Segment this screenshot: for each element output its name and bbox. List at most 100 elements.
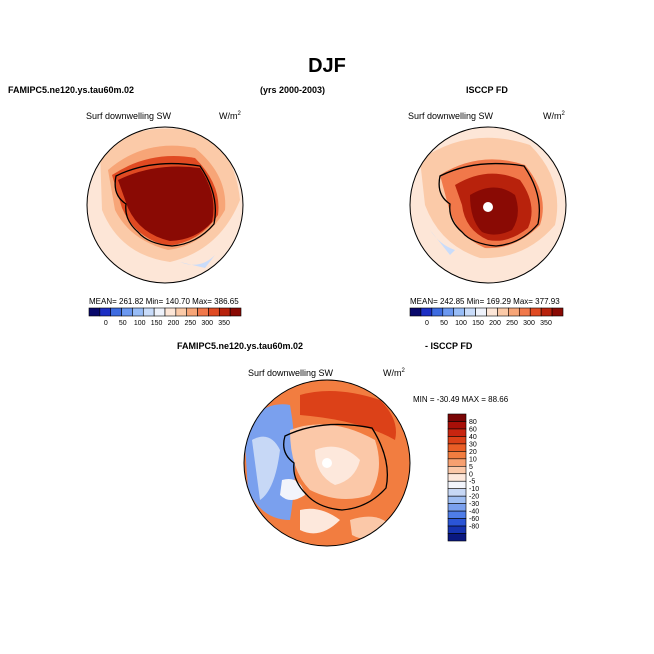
- diff-colorbar-swatch: [447, 525, 467, 534]
- diff-antarctica-coastline: [283, 423, 389, 511]
- model-antarctica-coastline: [114, 162, 217, 247]
- model-stats-label: MEAN= 261.82 Min= 140.70 Max= 386.65: [89, 297, 239, 306]
- obs-variable-label: Surf downwelling SW: [408, 111, 494, 121]
- obs-stats-label: MEAN= 242.85 Min= 169.29 Max= 377.93: [410, 297, 560, 306]
- obs-title: ISCCP FD: [466, 85, 508, 95]
- obs-colorbar-swatch: [475, 307, 487, 317]
- diff-colorbar-swatch: [447, 473, 467, 482]
- diff-colorbar-tick-label: 0: [469, 471, 473, 478]
- model-colorbar-swatch: [208, 307, 220, 317]
- obs-colorbar-swatch: [453, 307, 465, 317]
- model-case-title: FAMIPC5.ne120.ys.tau60m.02: [8, 85, 135, 95]
- model-colorbar-swatch: [99, 307, 112, 317]
- obs-polar-map: [410, 127, 566, 283]
- obs-colorbar-swatch: [529, 307, 542, 317]
- diff-colorbar-swatch: [447, 421, 467, 430]
- model-colorbar-swatch: [218, 307, 231, 317]
- model-variable-label: Surf downwelling SW: [86, 111, 172, 121]
- diff-missing-pole: [322, 458, 332, 468]
- diff-obs-title: - ISCCP FD: [425, 341, 473, 351]
- diff-colorbar-swatch: [447, 518, 467, 527]
- model-colorbar-tick-label: 200: [168, 320, 180, 327]
- diff-colorbar-swatch: [447, 488, 467, 497]
- diff-variable-label: Surf downwelling SW: [248, 368, 334, 378]
- obs-colorbar-swatch: [409, 307, 422, 317]
- model-colorbar-tick-label: 100: [134, 320, 146, 327]
- model-colorbar-swatch: [88, 307, 101, 317]
- obs-colorbar-swatch: [442, 307, 455, 317]
- obs-colorbar-tick-label: 50: [440, 320, 448, 327]
- model-colorbar: 0 50 100 150 200 250 300 350: [88, 307, 242, 327]
- diff-colorbar-tick-label: 5: [469, 464, 473, 471]
- obs-map-border: [409, 126, 567, 284]
- model-colorbar-swatch: [121, 307, 133, 317]
- diff-colorbar-swatch: [447, 510, 467, 519]
- obs-colorbar-tick-label: 200: [489, 320, 501, 327]
- diff-colorbar-tick-label: 40: [469, 434, 477, 441]
- obs-colorbar-swatch: [464, 307, 476, 317]
- diff-colorbar-tick-label: 30: [469, 441, 477, 448]
- obs-antarctica-coastline: [438, 162, 541, 247]
- model-colorbar-tick-label: 300: [201, 320, 213, 327]
- obs-colorbar-tick-label: 150: [472, 320, 484, 327]
- model-colorbar-swatch: [153, 307, 166, 317]
- obs-colorbar-swatch: [486, 307, 498, 317]
- model-map-border: [86, 126, 244, 284]
- diff-minmax-label: MIN = -30.49 MAX = 88.66: [413, 395, 509, 404]
- diff-colorbar-tick-label: 20: [469, 449, 477, 456]
- diff-colorbar-swatch: [447, 503, 467, 512]
- model-colorbar-swatch: [186, 307, 198, 317]
- years-label: (yrs 2000-2003): [260, 85, 326, 95]
- obs-colorbar-tick-label: 300: [523, 320, 535, 327]
- page-title: DJF: [308, 55, 346, 77]
- diff-colorbar-tick-label: 80: [469, 419, 477, 426]
- model-colorbar-swatch: [197, 307, 209, 317]
- model-colorbar-tick-label: 150: [151, 320, 163, 327]
- obs-colorbar-swatch: [431, 307, 444, 317]
- diff-colorbar-tick-label: -40: [469, 509, 479, 516]
- obs-colorbar-tick-label: 0: [425, 320, 429, 327]
- diff-colorbar-tick-label: -5: [469, 479, 475, 486]
- model-colorbar-swatch: [110, 307, 122, 317]
- model-colorbar-tick-label: 0: [104, 320, 108, 327]
- diff-units-label: W/m2: [383, 368, 405, 378]
- diff-colorbar-swatch: [447, 428, 467, 437]
- diff-colorbar-tick-label: -20: [469, 494, 479, 501]
- diff-colorbar-swatch: [447, 451, 467, 460]
- model-colorbar-swatch: [132, 307, 144, 317]
- model-colorbar-swatch: [229, 307, 242, 317]
- obs-colorbar-swatch: [518, 307, 531, 317]
- model-colorbar-tick-label: 250: [184, 320, 196, 327]
- diff-colorbar-tick-label: 10: [469, 456, 477, 463]
- diff-colorbar-swatch: [447, 413, 467, 422]
- obs-missing-pole: [483, 202, 493, 212]
- obs-colorbar-swatch: [508, 307, 520, 317]
- diff-colorbar-swatch: [447, 533, 467, 542]
- model-polar-map: [87, 127, 243, 283]
- diff-colorbar-swatch: [447, 443, 467, 452]
- obs-colorbar-tick-label: 100: [455, 320, 467, 327]
- diff-colorbar-swatch: [447, 458, 467, 467]
- diff-model-title: FAMIPC5.ne120.ys.tau60m.02: [177, 341, 304, 351]
- diff-colorbar-tick-label: -60: [469, 516, 479, 523]
- model-colorbar-swatch: [164, 307, 177, 317]
- obs-units-label: W/m2: [543, 111, 565, 121]
- obs-colorbar-tick-label: 350: [540, 320, 552, 327]
- diff-colorbar-swatch: [447, 465, 467, 475]
- model-colorbar-swatch: [175, 307, 188, 317]
- diff-colorbar-tick-label: -10: [469, 486, 479, 493]
- obs-colorbar: 0 50 100 150 200 250 300 350: [409, 307, 564, 327]
- diff-colorbar-tick-label: -30: [469, 501, 479, 508]
- model-colorbar-swatch: [142, 307, 155, 317]
- obs-colorbar-swatch: [420, 307, 433, 317]
- diff-map-border: [243, 379, 411, 547]
- diff-colorbar-swatch: [447, 436, 467, 445]
- diff-colorbar-tick-label: -80: [469, 524, 479, 531]
- diff-colorbar-tick-label: 60: [469, 426, 477, 433]
- obs-colorbar-tick-label: 250: [506, 320, 518, 327]
- obs-colorbar-swatch: [551, 307, 564, 317]
- obs-colorbar-swatch: [540, 307, 553, 317]
- model-colorbar-tick-label: 350: [218, 320, 230, 327]
